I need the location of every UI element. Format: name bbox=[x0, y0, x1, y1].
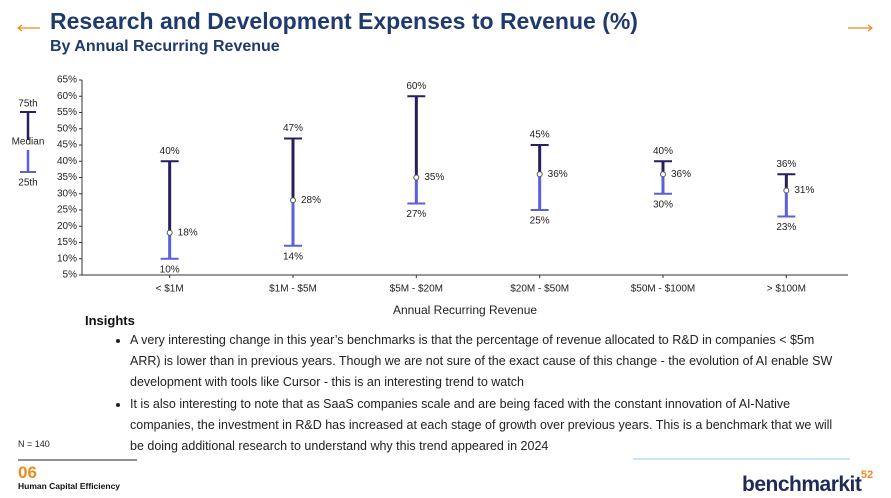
y-tick-label: 5% bbox=[63, 270, 78, 281]
value-label: 47% bbox=[283, 123, 303, 134]
value-label: 10% bbox=[160, 264, 180, 275]
value-label: 40% bbox=[160, 146, 180, 157]
y-tick-label: 45% bbox=[57, 140, 77, 151]
value-label: 27% bbox=[406, 209, 426, 220]
value-label: 23% bbox=[776, 222, 796, 233]
value-label: 40% bbox=[653, 146, 673, 157]
x-tick-label: $1M - $5M bbox=[269, 284, 317, 295]
insights-list: A very interesting change in this year’s… bbox=[105, 330, 842, 458]
value-label: 60% bbox=[406, 81, 426, 92]
median-marker bbox=[660, 171, 666, 178]
section-name: Human Capital Efficiency bbox=[18, 481, 121, 491]
value-label: 30% bbox=[653, 199, 673, 210]
slide-subtitle: By Annual Recurring Revenue bbox=[50, 38, 280, 55]
value-label: 36% bbox=[671, 169, 691, 180]
x-tick-label: > $100M bbox=[767, 284, 806, 295]
y-tick-label: 65% bbox=[57, 75, 77, 86]
y-tick-label: 35% bbox=[57, 172, 77, 183]
x-axis-title: Annual Recurring Revenue bbox=[393, 303, 537, 317]
slide-title: Research and Development Expenses to Rev… bbox=[50, 8, 638, 34]
value-label: 28% bbox=[301, 195, 321, 206]
x-tick-label: < $1M bbox=[156, 284, 184, 295]
legend-label: 75th bbox=[18, 99, 37, 110]
brand-logo: benchmarkit bbox=[742, 473, 862, 496]
y-tick-label: 40% bbox=[57, 156, 77, 167]
x-tick-label: $5M - $20M bbox=[390, 284, 443, 295]
insights-title: Insights bbox=[85, 313, 135, 328]
median-marker bbox=[166, 229, 173, 236]
sample-note: N = 140 bbox=[18, 439, 50, 449]
median-marker bbox=[536, 171, 543, 178]
y-tick-label: 20% bbox=[57, 221, 77, 232]
median-marker bbox=[290, 197, 296, 204]
y-tick-label: 60% bbox=[57, 91, 77, 102]
value-label: 36% bbox=[548, 169, 568, 180]
value-label: 35% bbox=[424, 172, 444, 183]
y-tick-label: 30% bbox=[57, 188, 77, 199]
value-label: 31% bbox=[794, 185, 814, 196]
legend-label: 25th bbox=[18, 178, 37, 189]
value-label: 25% bbox=[530, 216, 550, 227]
legend-label: Median bbox=[12, 137, 45, 148]
y-tick-label: 15% bbox=[57, 237, 77, 248]
value-label: 36% bbox=[776, 159, 796, 170]
x-tick-label: $50M - $100M bbox=[631, 284, 695, 295]
median-marker bbox=[413, 174, 420, 181]
y-tick-label: 50% bbox=[57, 123, 77, 134]
insight-bullet: A very interesting change in this year’s… bbox=[130, 330, 842, 393]
y-tick-label: 10% bbox=[57, 253, 77, 264]
value-label: 18% bbox=[178, 227, 198, 238]
x-tick-label: $20M - $50M bbox=[510, 284, 569, 295]
median-marker bbox=[783, 187, 790, 194]
insight-bullet: It is also interesting to note that as S… bbox=[130, 394, 842, 457]
y-tick-label: 25% bbox=[57, 205, 77, 216]
page-number: 52 bbox=[861, 469, 874, 481]
value-label: 45% bbox=[530, 130, 550, 141]
y-tick-label: 55% bbox=[57, 107, 77, 118]
section-number: 06 bbox=[18, 463, 37, 482]
value-label: 14% bbox=[283, 251, 303, 262]
decor-arrows bbox=[17, 24, 873, 32]
